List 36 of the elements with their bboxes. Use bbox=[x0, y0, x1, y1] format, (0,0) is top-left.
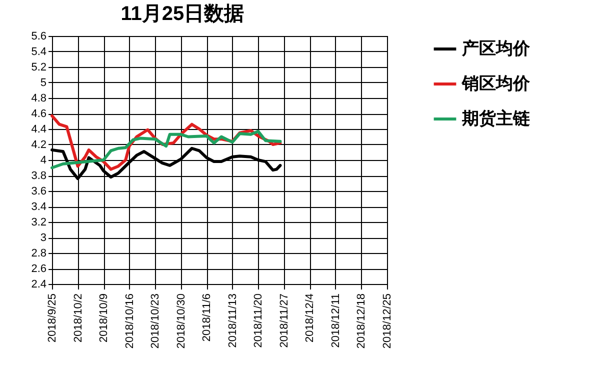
x-tick-label: 2018/12/18 bbox=[356, 294, 368, 349]
y-tick-label: 5 bbox=[40, 77, 46, 89]
x-tick-label: 2018/10/2 bbox=[72, 294, 84, 342]
x-tick-label: 2018/12/25 bbox=[382, 294, 394, 349]
x-tick-label: 2018/11/13 bbox=[226, 294, 239, 348]
y-tick-label: 2.8 bbox=[31, 248, 46, 260]
y-tick-label: 2.4 bbox=[31, 278, 46, 290]
x-tick-label: 2018/10/30 bbox=[175, 294, 188, 349]
y-tick-label: 4.8 bbox=[31, 92, 46, 104]
legend-label: 产区均价 bbox=[461, 39, 531, 58]
y-tick-label: 3.8 bbox=[31, 170, 46, 182]
y-tick-label: 4.2 bbox=[31, 139, 46, 151]
chart-title: 11月25日数据 bbox=[120, 3, 244, 25]
y-tick-label: 2.6 bbox=[31, 263, 46, 275]
y-tick-label: 4.4 bbox=[31, 124, 46, 136]
x-tick-label: 2018/11/20 bbox=[252, 294, 265, 348]
y-tick-label: 3.4 bbox=[31, 201, 46, 213]
x-tick-label: 2018/12/4 bbox=[304, 294, 316, 342]
y-tick-label: 3.6 bbox=[31, 186, 46, 198]
x-tick-label: 2018/11/27 bbox=[278, 294, 290, 348]
y-tick-label: 3 bbox=[40, 232, 46, 244]
y-tick-label: 3.2 bbox=[31, 216, 46, 228]
y-tick-label: 4 bbox=[40, 154, 46, 166]
x-tick-label: 2018/12/11 bbox=[330, 294, 342, 348]
x-tick-label: 2018/11/6 bbox=[201, 294, 214, 342]
y-tick-label: 5.6 bbox=[31, 30, 46, 42]
x-tick-label: 2018/9/25 bbox=[46, 294, 58, 342]
legend-label: 销区均价 bbox=[461, 74, 531, 93]
y-tick-label: 5.2 bbox=[31, 62, 46, 74]
line-series bbox=[50, 130, 282, 170]
y-tick-label: 4.6 bbox=[31, 108, 46, 120]
x-tick-label: 2018/10/16 bbox=[124, 294, 136, 349]
x-tick-label: 2018/10/23 bbox=[150, 294, 162, 349]
y-tick-label: 5.4 bbox=[31, 46, 46, 58]
x-tick-label: 2018/10/9 bbox=[98, 294, 110, 342]
legend-label: 期货主链 bbox=[461, 109, 531, 128]
